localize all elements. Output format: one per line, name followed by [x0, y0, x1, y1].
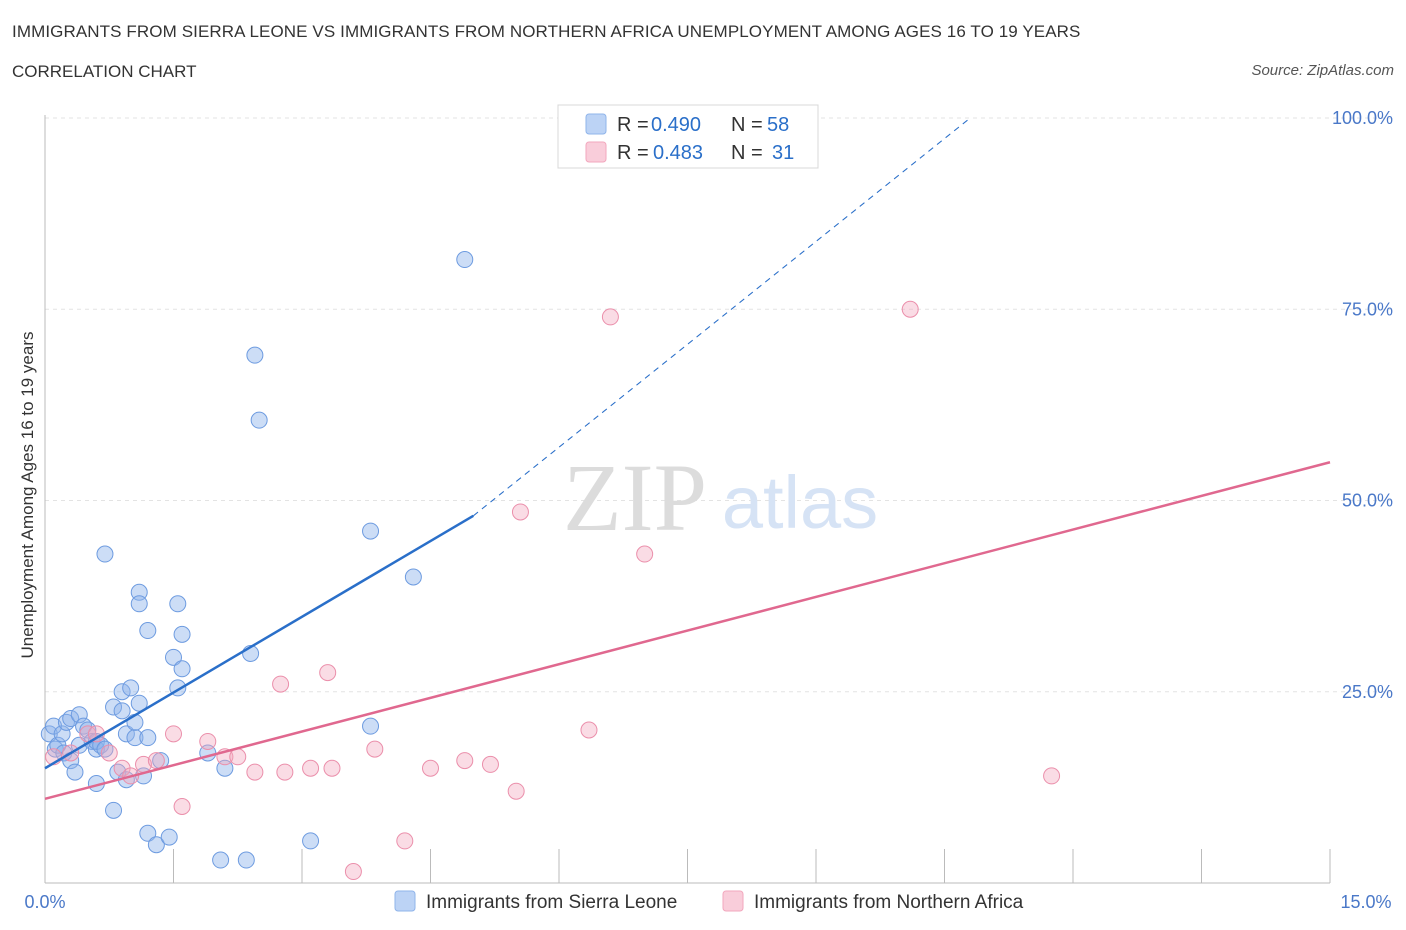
series-northern-africa-points: [45, 300, 1061, 881]
point-sierra-leone-51: [246, 346, 264, 364]
point-sierra-leone-40: [160, 828, 178, 846]
point-northern-africa-32: [1043, 767, 1061, 785]
point-sierra-leone-41: [165, 648, 182, 666]
bottom-legend-swatch-blue: [394, 890, 416, 912]
legend-swatch-blue: [585, 113, 607, 135]
point-northern-africa-31: [901, 300, 919, 318]
point-sierra-leone-55: [362, 522, 380, 540]
point-sierra-leone-11: [70, 706, 88, 724]
point-northern-africa-14: [246, 763, 264, 781]
point-northern-africa-28: [580, 721, 598, 739]
point-sierra-leone-33: [130, 595, 148, 613]
chart-subtitle: CORRELATION CHART: [12, 62, 197, 81]
point-sierra-leone-22: [105, 801, 123, 819]
point-northern-africa-15: [272, 675, 290, 693]
point-northern-africa-8: [147, 752, 165, 770]
bottom-legend-label-northern-africa: Immigrants from Northern Africa: [754, 892, 1024, 913]
point-sierra-leone-7: [62, 710, 80, 728]
point-northern-africa-17: [302, 759, 320, 777]
point-sierra-leone-20: [96, 545, 114, 563]
y-axis-label: Unemployment Among Ages 16 to 19 years: [18, 332, 37, 659]
point-sierra-leone-56: [404, 568, 422, 586]
point-sierra-leone-45: [173, 660, 191, 678]
point-northern-africa-29: [601, 308, 619, 326]
point-northern-africa-9: [165, 725, 182, 743]
source-credit: Source: ZipAtlas.com: [1251, 62, 1394, 79]
point-sierra-leone-53: [302, 832, 320, 850]
point-northern-africa-20: [344, 863, 362, 881]
legend-r-label-2: R =: [617, 142, 649, 164]
point-northern-africa-23: [422, 759, 439, 777]
point-sierra-leone-44: [173, 625, 191, 643]
y-tick-labels: 25.0% 50.0% 75.0% 100.0%: [1332, 108, 1393, 702]
x-tick-label-max: 15.0%: [1340, 892, 1391, 912]
point-sierra-leone-37: [139, 622, 157, 640]
point-sierra-leone-47: [212, 851, 230, 869]
series-legend: Immigrants from Sierra Leone Immigrants …: [394, 890, 1024, 913]
legend-n-value-2: 31: [772, 142, 794, 164]
bottom-legend-label-sierra-leone: Immigrants from Sierra Leone: [426, 892, 677, 913]
point-sierra-leone-52: [250, 411, 268, 429]
point-northern-africa-19: [323, 759, 341, 777]
point-northern-africa-24: [456, 752, 474, 770]
point-sierra-leone-31: [130, 694, 148, 712]
point-sierra-leone-4: [53, 725, 71, 743]
x-axis-ticks: [44, 849, 1331, 883]
point-sierra-leone-26: [117, 725, 135, 743]
point-northern-africa-30: [636, 545, 654, 563]
legend-r-value-2: 0.483: [653, 142, 703, 164]
legend-n-label-1: N =: [731, 114, 763, 136]
gridlines: [45, 117, 1392, 693]
point-sierra-leone-54: [362, 717, 380, 735]
trend-line-northern-africa: [44, 461, 1331, 801]
chart-title: IMMIGRANTS FROM SIERRA LEONE VS IMMIGRAN…: [12, 22, 1081, 41]
watermark-atlas: atlas: [722, 461, 878, 544]
point-northern-africa-27: [511, 503, 529, 521]
y-tick-label-75: 75.0%: [1342, 299, 1393, 319]
point-northern-africa-13: [229, 748, 247, 766]
trend-extension-sierra-leone: [473, 117, 971, 517]
point-northern-africa-10: [173, 798, 191, 815]
legend-n-label-2: N =: [731, 142, 763, 164]
point-northern-africa-26: [507, 782, 525, 800]
y-tick-label-50: 50.0%: [1342, 491, 1393, 511]
point-northern-africa-4: [100, 744, 118, 762]
stats-legend: R = 0.490 N = 58 R = 0.483 N = 31: [557, 104, 819, 169]
point-sierra-leone-25: [113, 683, 131, 701]
point-sierra-leone-42: [169, 595, 187, 613]
legend-swatch-pink: [585, 141, 607, 163]
point-sierra-leone-28: [122, 679, 140, 697]
point-sierra-leone-35: [139, 824, 157, 842]
point-sierra-leone-21: [105, 698, 123, 716]
watermark-zip: ZIP: [563, 444, 707, 551]
point-northern-africa-16: [276, 763, 294, 781]
y-tick-label-25: 25.0%: [1342, 682, 1393, 702]
point-northern-africa-11: [199, 732, 217, 750]
legend-n-value-1: 58: [767, 114, 789, 136]
point-northern-africa-25: [481, 755, 499, 773]
point-sierra-leone-49: [237, 851, 255, 869]
legend-r-label-1: R =: [617, 114, 649, 136]
legend-r-value-1: 0.490: [651, 114, 701, 136]
point-northern-africa-22: [396, 832, 414, 850]
trend-line-sierra-leone: [44, 514, 474, 770]
point-sierra-leone-36: [139, 729, 157, 747]
point-sierra-leone-38: [147, 836, 165, 854]
point-sierra-leone-57: [456, 251, 474, 269]
y-tick-label-100: 100.0%: [1332, 108, 1393, 128]
x-tick-label-min: 0.0%: [24, 892, 65, 912]
trend-lines: [44, 117, 1331, 801]
point-sierra-leone-29: [126, 729, 144, 747]
bottom-legend-swatch-pink: [722, 890, 744, 912]
point-sierra-leone-24: [113, 702, 131, 720]
point-sierra-leone-30: [126, 713, 144, 731]
point-northern-africa-21: [366, 740, 384, 758]
point-sierra-leone-0: [40, 725, 58, 743]
point-sierra-leone-9: [66, 763, 84, 781]
point-sierra-leone-13: [79, 721, 97, 739]
series-sierra-leone-points: [40, 251, 474, 869]
point-northern-africa-18: [319, 664, 337, 682]
